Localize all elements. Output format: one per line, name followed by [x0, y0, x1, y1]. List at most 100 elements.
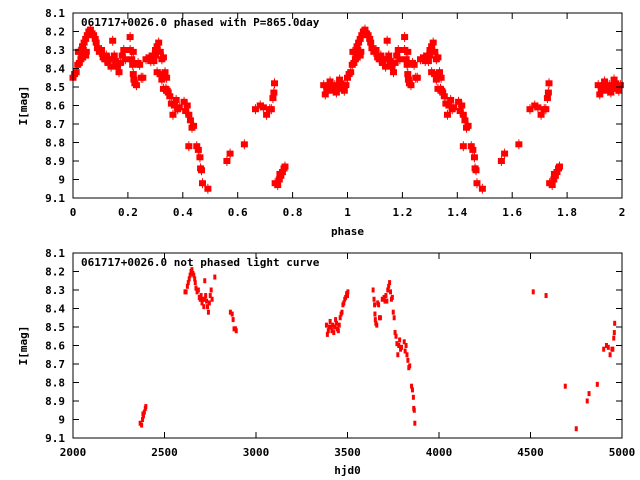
x-tick-label: 4000 — [426, 446, 453, 459]
y-tick-label: 8.6 — [45, 100, 65, 113]
data-point — [338, 315, 342, 321]
y-tick-label: 9 — [58, 174, 65, 187]
x-tick-label: 1 — [344, 206, 351, 219]
data-point — [613, 320, 617, 326]
y-axis-label: I[mag] — [17, 326, 30, 366]
data-point — [375, 322, 379, 328]
data-point — [602, 346, 606, 352]
data-point — [186, 280, 190, 286]
data-point — [194, 285, 198, 291]
data-point — [373, 317, 377, 323]
x-tick-label: 1.6 — [502, 206, 522, 219]
y-axis-label: I[mag] — [17, 86, 30, 126]
data-point — [385, 298, 389, 304]
y-tick-label: 8.7 — [45, 358, 65, 371]
data-point — [196, 287, 200, 293]
data-point — [193, 276, 197, 282]
data-point — [199, 293, 203, 299]
data-point — [342, 300, 346, 306]
y-tick-label: 8.1 — [45, 7, 65, 20]
data-point — [397, 343, 401, 348]
data-point — [203, 278, 207, 284]
data-point — [396, 352, 400, 358]
x-tick-label: 1.4 — [447, 206, 467, 219]
data-point — [337, 322, 341, 328]
data-point — [406, 357, 410, 363]
data-point — [209, 287, 213, 293]
data-points — [69, 24, 624, 194]
data-point — [389, 289, 393, 295]
data-point — [187, 276, 191, 282]
data-point — [190, 267, 194, 273]
data-point — [144, 404, 148, 410]
y-tick-label: 8.5 — [45, 321, 65, 334]
data-point — [531, 289, 535, 295]
data-point — [192, 272, 196, 278]
data-point — [206, 304, 210, 310]
data-point — [346, 293, 349, 299]
data-point — [612, 330, 616, 336]
data-point — [398, 337, 402, 343]
data-point — [399, 344, 403, 350]
data-point — [188, 272, 192, 278]
data-point — [611, 346, 615, 352]
data-point — [336, 328, 340, 334]
data-point — [392, 315, 396, 321]
data-point — [208, 293, 212, 299]
data-point — [328, 318, 332, 324]
data-point — [206, 309, 210, 315]
y-tick-label: 8.3 — [45, 284, 65, 297]
data-point — [404, 343, 408, 348]
data-point — [330, 328, 334, 334]
y-tick-label: 8.4 — [45, 63, 65, 76]
data-point — [193, 280, 197, 286]
data-point — [386, 287, 390, 293]
y-tick-label: 8.6 — [45, 340, 65, 353]
data-point — [563, 383, 567, 389]
data-point — [185, 283, 189, 289]
x-axis-label: hjd0 — [334, 464, 361, 477]
data-point — [346, 289, 350, 295]
data-point — [200, 300, 204, 306]
data-point — [390, 294, 394, 300]
y-tick-label: 8.7 — [45, 118, 65, 131]
data-point — [391, 309, 395, 315]
data-point — [595, 381, 599, 387]
data-point — [329, 324, 333, 330]
y-tick-label: 8.9 — [45, 395, 65, 408]
data-point — [331, 322, 335, 328]
x-tick-label: 0.4 — [173, 206, 193, 219]
data-point — [612, 335, 616, 341]
data-point — [207, 300, 211, 306]
data-point — [372, 296, 376, 302]
x-tick-label: 4500 — [517, 446, 544, 459]
chart-title: 061717+0026.0 phased with P=865.0day — [81, 16, 320, 29]
data-point — [141, 413, 145, 419]
data-point — [371, 287, 375, 293]
x-tick-label: 5000 — [609, 446, 636, 459]
data-point — [410, 383, 414, 389]
data-point — [388, 280, 392, 286]
data-point — [333, 324, 337, 330]
data-point — [403, 348, 407, 354]
data-point — [373, 311, 377, 317]
data-point — [205, 298, 209, 304]
data-point — [408, 363, 412, 369]
y-tick-label: 8.4 — [45, 303, 65, 316]
y-tick-label: 9.1 — [45, 432, 65, 445]
y-tick-label: 8.8 — [45, 377, 65, 390]
data-point — [324, 322, 328, 328]
data-point — [326, 328, 330, 334]
data-point — [184, 289, 188, 295]
data-point — [394, 333, 398, 339]
data-point — [340, 309, 344, 315]
data-point — [585, 398, 589, 404]
chart-title: 061717+0026.0 not phased light curve — [81, 256, 320, 269]
data-point — [202, 304, 206, 310]
data-point — [395, 341, 399, 347]
data-point — [228, 309, 232, 315]
data-point — [405, 352, 409, 358]
data-point — [203, 296, 207, 302]
